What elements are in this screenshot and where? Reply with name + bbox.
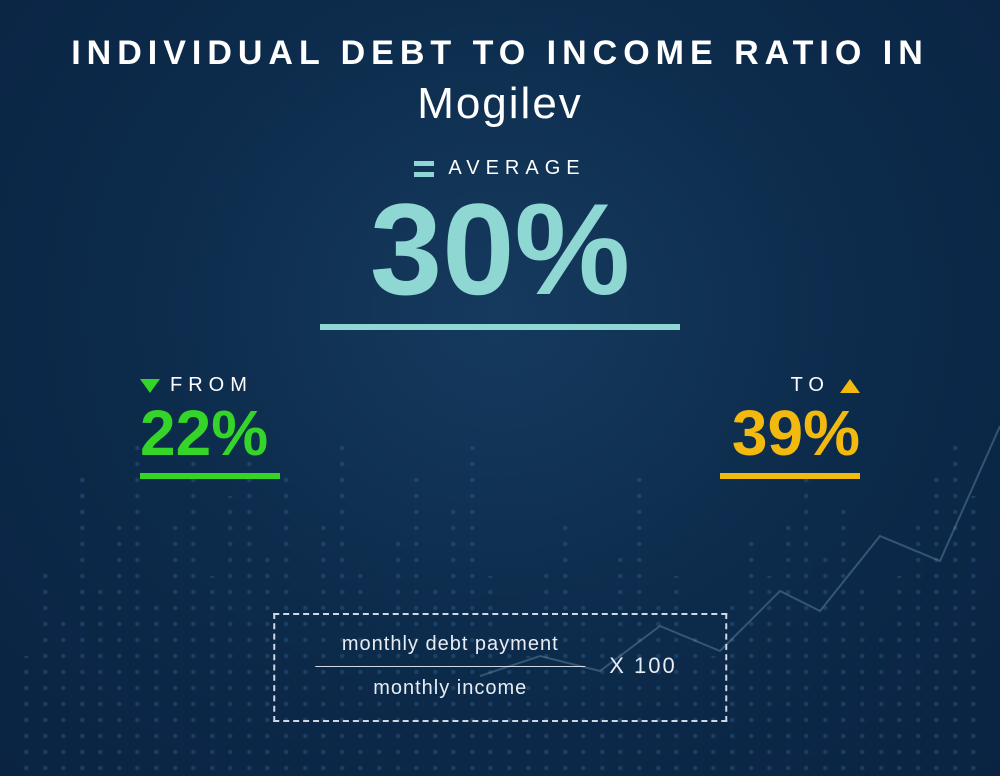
range-from-underline [140, 473, 280, 479]
average-value: 30% [320, 184, 680, 314]
range-from-label-row: FROM [140, 374, 280, 397]
formula-numerator: monthly debt payment [315, 633, 585, 666]
range-from-label: FROM [170, 374, 253, 397]
range-to-block: TO 39% [720, 374, 860, 479]
formula-multiplier: X 100 [609, 653, 677, 679]
formula-fraction: monthly debt payment monthly income [315, 633, 585, 701]
formula-box: monthly debt payment monthly income X 10… [273, 613, 727, 723]
average-block: AVERAGE 30% [320, 157, 680, 330]
range-from-value: 22% [140, 401, 280, 465]
range-to-label: TO [791, 374, 830, 397]
title-city: Mogilev [0, 79, 1000, 129]
average-underline [320, 324, 680, 330]
equals-icon [414, 161, 434, 177]
range-from-block: FROM 22% [140, 374, 280, 479]
formula-denominator: monthly income [315, 667, 585, 700]
range-to-label-row: TO [720, 374, 860, 397]
triangle-down-icon [140, 379, 160, 393]
range-row: FROM 22% TO 39% [140, 374, 860, 479]
title-block: INDIVIDUAL DEBT TO INCOME RATIO IN Mogil… [0, 0, 1000, 129]
triangle-up-icon [840, 379, 860, 393]
title-line1: INDIVIDUAL DEBT TO INCOME RATIO IN [0, 34, 1000, 73]
range-to-underline [720, 473, 860, 479]
range-to-value: 39% [720, 401, 860, 465]
infographic-content: INDIVIDUAL DEBT TO INCOME RATIO IN Mogil… [0, 0, 1000, 776]
